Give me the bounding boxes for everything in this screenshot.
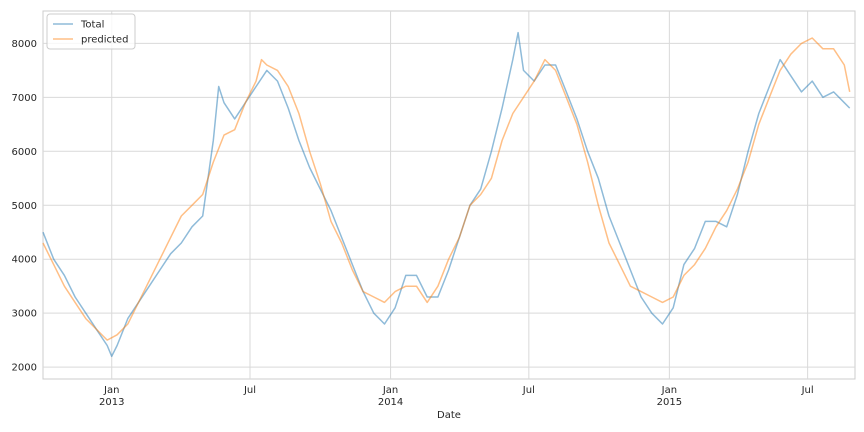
legend-items: Total predicted bbox=[53, 20, 128, 46]
series-line-predicted bbox=[42, 37, 851, 341]
plot-area bbox=[42, 10, 856, 380]
x-tick-label: Jul bbox=[522, 385, 535, 396]
y-tick-label: 6000 bbox=[12, 147, 37, 158]
y-axis: 2000 3000 4000 5000 6000 7000 8000 bbox=[12, 39, 37, 374]
x-tick-label: Jan bbox=[661, 385, 677, 396]
x-tick-year-label: 2015 bbox=[657, 397, 682, 408]
plot-frame bbox=[42, 10, 856, 380]
series-layer bbox=[42, 31, 851, 358]
x-gridlines bbox=[111, 11, 809, 379]
x-tick-label: Jan bbox=[103, 385, 119, 396]
legend-label: Total bbox=[80, 20, 104, 31]
y-tick-label: 2000 bbox=[12, 363, 37, 374]
y-tick-label: 7000 bbox=[12, 93, 37, 104]
x-tick-label: Jan bbox=[382, 385, 398, 396]
legend-label: predicted bbox=[81, 35, 128, 46]
y-tick-label: 4000 bbox=[12, 255, 37, 266]
x-tick-label: Jul bbox=[801, 385, 814, 396]
x-axis-label: Date bbox=[437, 410, 461, 421]
x-tick-label: Jul bbox=[243, 385, 256, 396]
legend-box bbox=[46, 13, 136, 50]
y-tick-label: 5000 bbox=[12, 201, 37, 212]
x-tick-year-label: 2013 bbox=[99, 397, 124, 408]
y-tick-label: 3000 bbox=[12, 309, 37, 320]
legend: Total predicted bbox=[46, 13, 136, 50]
series-line-total bbox=[42, 31, 851, 358]
x-tick-year-label: 2014 bbox=[378, 397, 403, 408]
y-tick-label: 8000 bbox=[12, 39, 37, 50]
